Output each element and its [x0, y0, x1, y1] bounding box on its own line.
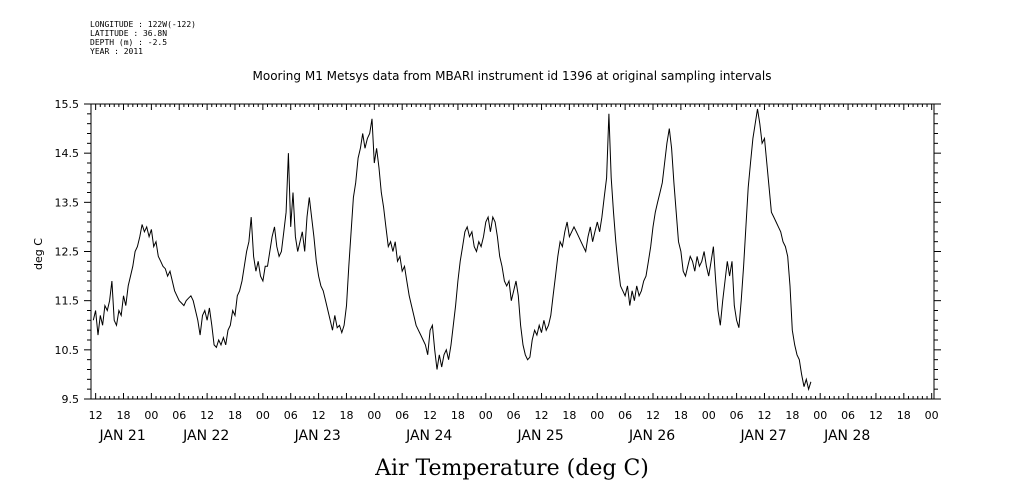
y-tick-label: 10.5 [55, 344, 80, 357]
x-tick-label: 18 [117, 409, 131, 422]
day-label: JAN 27 [740, 428, 787, 444]
x-tick-label: 00 [367, 409, 381, 422]
day-label: JAN 21 [99, 428, 146, 444]
x-tick-label: 18 [228, 409, 242, 422]
day-label: JAN 25 [517, 428, 564, 444]
x-tick-label: 06 [841, 409, 855, 422]
metadata-depth: DEPTH (m) : -2.5 [90, 38, 168, 47]
x-tick-label: 12 [312, 409, 326, 422]
metadata-longitude: LONGITUDE : 122W(-122) [90, 20, 196, 29]
x-tick-labels: 12 18 00 06 12 18 00 06 12 18 00 06 12 18 00 06 12 18 00 06… [89, 409, 939, 422]
x-tick-label: 12 [200, 409, 214, 422]
day-label: JAN 23 [294, 428, 341, 444]
day-label: JAN 22 [182, 428, 229, 444]
day-labels: JAN 21 JAN 22 JAN 23 JAN 24 JAN 25 JAN 26 JAN … [99, 428, 871, 444]
x-tick-label: 12 [869, 409, 883, 422]
metadata-year: YEAR : 2011 [90, 47, 143, 56]
day-label: JAN 28 [823, 428, 870, 444]
y-tick-label: 15.5 [55, 98, 80, 111]
x-tick-label: 00 [813, 409, 827, 422]
x-tick-label: 12 [535, 409, 549, 422]
metadata-block: LONGITUDE : 122W(-122) LATITUDE : 36.8N … [90, 20, 196, 56]
x-tick-label: 00 [590, 409, 604, 422]
x-tick-label: 18 [785, 409, 799, 422]
chart-title: Mooring M1 Metsys data from MBARI instru… [253, 69, 772, 83]
y-tick-label: 12.5 [55, 246, 80, 259]
x-tick-label: 00 [702, 409, 716, 422]
x-axis-label: Air Temperature (deg C) [374, 456, 649, 481]
y-tick-label: 14.5 [55, 147, 80, 160]
x-tick-label: 18 [339, 409, 353, 422]
x-tick-label: 18 [674, 409, 688, 422]
x-tick-label: 06 [730, 409, 744, 422]
axis-ticks [84, 103, 941, 400]
y-tick-label: 9.5 [62, 393, 80, 406]
x-tick-label: 12 [423, 409, 437, 422]
x-tick-label: 12 [89, 409, 103, 422]
y-tick-labels: 9.5 10.5 11.5 12.5 13.5 14.5 15.5 [55, 98, 80, 406]
x-tick-label: 18 [897, 409, 911, 422]
y-tick-label: 13.5 [55, 196, 80, 209]
x-tick-label: 06 [172, 409, 186, 422]
x-tick-label: 06 [507, 409, 521, 422]
x-tick-label: 06 [395, 409, 409, 422]
x-tick-label: 18 [451, 409, 465, 422]
y-axis-label: deg C [32, 238, 45, 270]
y-tick-label: 11.5 [55, 295, 80, 308]
plot-frame [90, 103, 935, 400]
x-tick-label: 18 [562, 409, 576, 422]
x-tick-label: 06 [618, 409, 632, 422]
x-tick-label: 00 [479, 409, 493, 422]
x-tick-label: 00 [925, 409, 939, 422]
series-group [92, 108, 812, 392]
x-tick-label: 12 [646, 409, 660, 422]
day-label: JAN 26 [628, 428, 675, 444]
x-tick-label: 12 [757, 409, 771, 422]
day-label: JAN 24 [405, 428, 452, 444]
air-temperature-line [92, 108, 812, 392]
x-tick-label: 00 [144, 409, 158, 422]
metadata-latitude: LATITUDE : 36.8N [90, 29, 168, 38]
x-tick-label: 06 [284, 409, 298, 422]
x-tick-label: 00 [256, 409, 270, 422]
